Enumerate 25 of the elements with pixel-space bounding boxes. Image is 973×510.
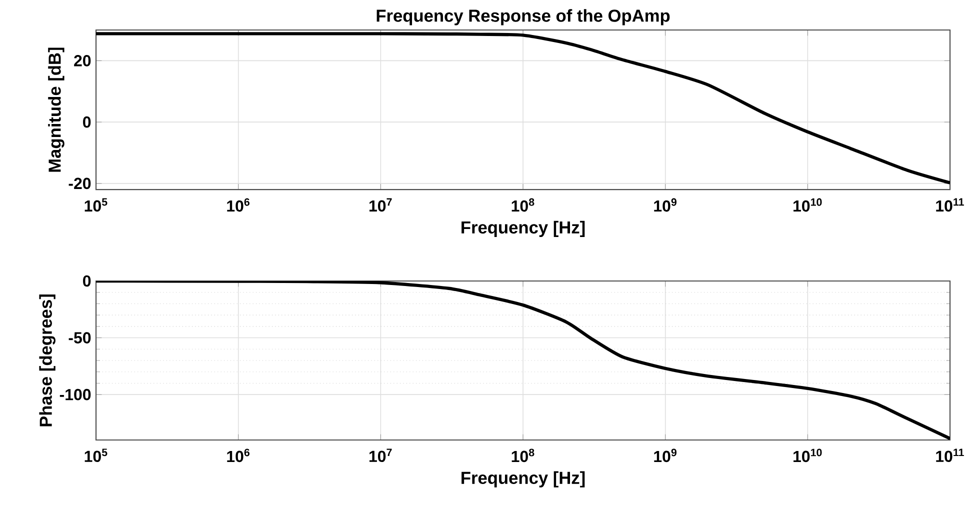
y-axis-title: Magnitude [dB]	[48, 48, 64, 172]
x-tick-label: 10$^{6}$	[227, 198, 250, 212]
x-tick-label: 10$^{11}$	[936, 448, 964, 462]
x-tick-label: 10$^{7}$	[369, 448, 392, 462]
y-tick-label: -100	[60, 388, 91, 400]
y-tick-label: 0	[83, 275, 91, 287]
y-tick-label: 20	[74, 55, 91, 66]
chart-title: Frequency Response of the OpAmp	[376, 9, 670, 26]
y-tick-label: 0	[83, 116, 91, 128]
y-tick-label: -20	[68, 178, 91, 190]
x-axis-title: Frequency [Hz]	[462, 471, 585, 488]
y-axis-title: Phase [degrees]	[39, 294, 56, 426]
x-tick-label: 10$^{10}$	[794, 198, 822, 212]
x-axis-title: Frequency [Hz]	[462, 220, 585, 238]
x-tick-label: 10$^{8}$	[512, 198, 534, 212]
y-tick-label: -50	[68, 332, 91, 344]
x-tick-label: 10$^{9}$	[654, 198, 676, 212]
x-tick-label: 10$^{10}$	[794, 448, 822, 462]
x-tick-label: 10$^{5}$	[84, 448, 108, 462]
x-tick-label: 10$^{9}$	[654, 448, 676, 462]
x-tick-label: 10$^{8}$	[512, 448, 534, 462]
x-tick-label: 10$^{5}$	[84, 198, 108, 212]
x-tick-label: 10$^{11}$	[936, 198, 964, 212]
x-tick-label: 10$^{7}$	[369, 198, 392, 212]
x-tick-label: 10$^{6}$	[227, 448, 250, 462]
